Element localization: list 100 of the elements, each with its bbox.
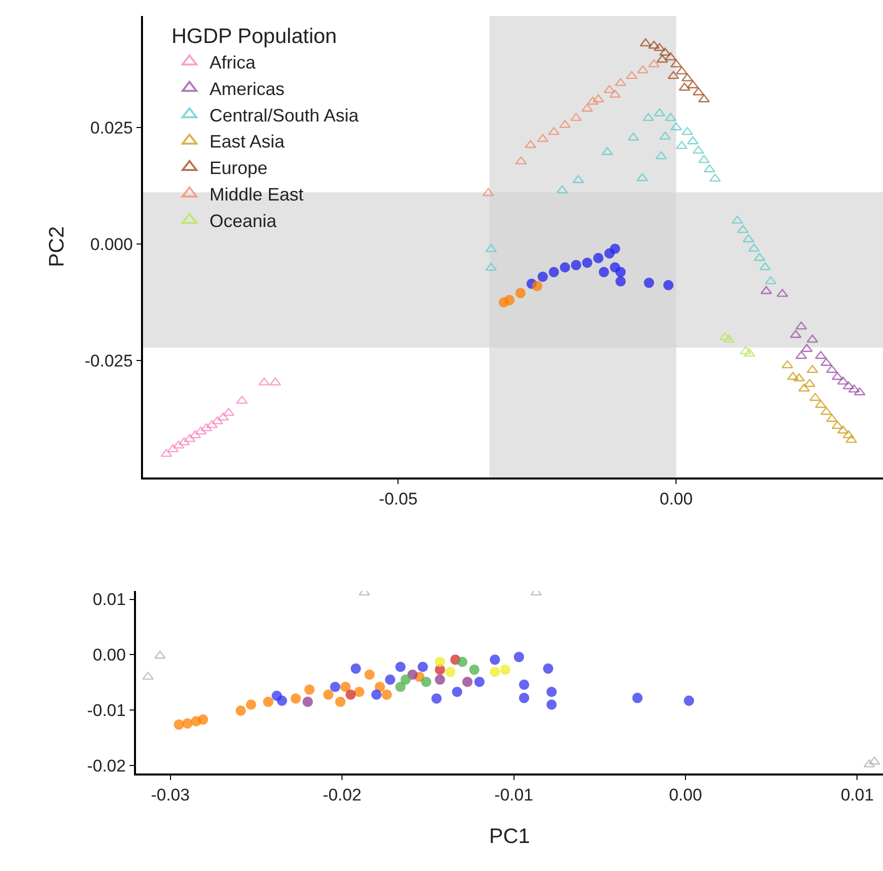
point xyxy=(200,423,212,432)
point xyxy=(217,412,229,421)
point xyxy=(385,674,396,685)
point xyxy=(174,719,184,730)
y-tick-label: -0.02 xyxy=(87,756,126,776)
point xyxy=(222,408,234,416)
point xyxy=(698,94,710,102)
x-axis-title: PC1 xyxy=(489,825,530,848)
point xyxy=(644,278,654,288)
point xyxy=(614,78,626,86)
point xyxy=(615,276,626,287)
point xyxy=(664,52,676,60)
point xyxy=(546,699,557,710)
point xyxy=(609,90,621,98)
x-tick-label: 0.00 xyxy=(668,785,702,804)
point xyxy=(754,252,766,261)
point xyxy=(610,244,620,254)
point xyxy=(548,126,560,136)
point xyxy=(704,164,716,172)
legend-label: Americas xyxy=(209,78,285,99)
point xyxy=(515,156,527,164)
point xyxy=(832,420,844,429)
point xyxy=(346,689,356,700)
legend-label: Central/South Asia xyxy=(209,105,360,126)
point xyxy=(742,234,754,242)
point xyxy=(354,686,364,697)
point xyxy=(538,272,548,282)
point xyxy=(469,664,480,675)
point xyxy=(681,126,694,136)
point xyxy=(542,663,554,674)
point xyxy=(178,437,190,446)
point xyxy=(457,656,468,668)
point xyxy=(604,84,616,94)
point xyxy=(374,682,385,692)
point xyxy=(806,364,818,373)
point xyxy=(276,696,288,706)
legend-label: Africa xyxy=(209,52,256,72)
point xyxy=(335,696,346,707)
point xyxy=(500,664,510,675)
point xyxy=(804,378,816,387)
x-tick-label: -0.01 xyxy=(494,785,534,804)
point xyxy=(687,136,699,144)
point xyxy=(364,670,375,680)
point xyxy=(518,679,530,690)
legend-label: Europe xyxy=(209,158,268,178)
y-tick-label: -0.01 xyxy=(87,701,126,720)
point xyxy=(615,266,626,278)
point xyxy=(684,696,694,706)
point xyxy=(407,670,418,680)
point xyxy=(806,334,818,343)
point xyxy=(400,674,411,685)
point xyxy=(837,426,849,434)
point xyxy=(490,654,500,665)
point xyxy=(560,262,570,273)
point xyxy=(598,266,610,278)
point xyxy=(172,440,184,449)
point xyxy=(160,448,172,457)
point xyxy=(698,154,710,164)
point xyxy=(382,689,392,700)
point xyxy=(868,756,880,765)
point xyxy=(582,258,592,268)
point xyxy=(676,140,688,150)
point xyxy=(798,384,810,392)
point xyxy=(570,112,582,122)
point xyxy=(692,146,704,154)
point xyxy=(395,662,406,672)
y-axis-title: PC2 xyxy=(45,226,68,268)
legend-title: HGDP Population xyxy=(171,25,337,48)
point xyxy=(642,112,654,122)
point xyxy=(548,266,560,278)
point xyxy=(485,244,497,252)
point xyxy=(648,59,660,68)
point xyxy=(246,699,256,710)
y-tick-label: 0.00 xyxy=(92,646,126,665)
point xyxy=(793,373,805,382)
y-tick-label: 0.000 xyxy=(90,235,133,254)
y-tick-label: 0.01 xyxy=(92,590,126,610)
point xyxy=(759,262,771,270)
point xyxy=(330,682,340,692)
point xyxy=(848,384,860,393)
point xyxy=(787,372,799,380)
point xyxy=(154,650,166,659)
point xyxy=(659,48,671,56)
point xyxy=(142,672,154,680)
point xyxy=(485,262,497,271)
point xyxy=(654,108,666,116)
point xyxy=(474,676,485,688)
point xyxy=(719,332,731,340)
point xyxy=(842,381,854,390)
point xyxy=(350,663,361,674)
point xyxy=(687,80,699,88)
point xyxy=(445,666,456,678)
point xyxy=(418,662,428,672)
point xyxy=(570,260,582,270)
point xyxy=(514,652,524,662)
point xyxy=(198,714,208,725)
point xyxy=(632,692,643,704)
point xyxy=(692,87,704,96)
point xyxy=(504,294,515,306)
point xyxy=(434,656,446,668)
